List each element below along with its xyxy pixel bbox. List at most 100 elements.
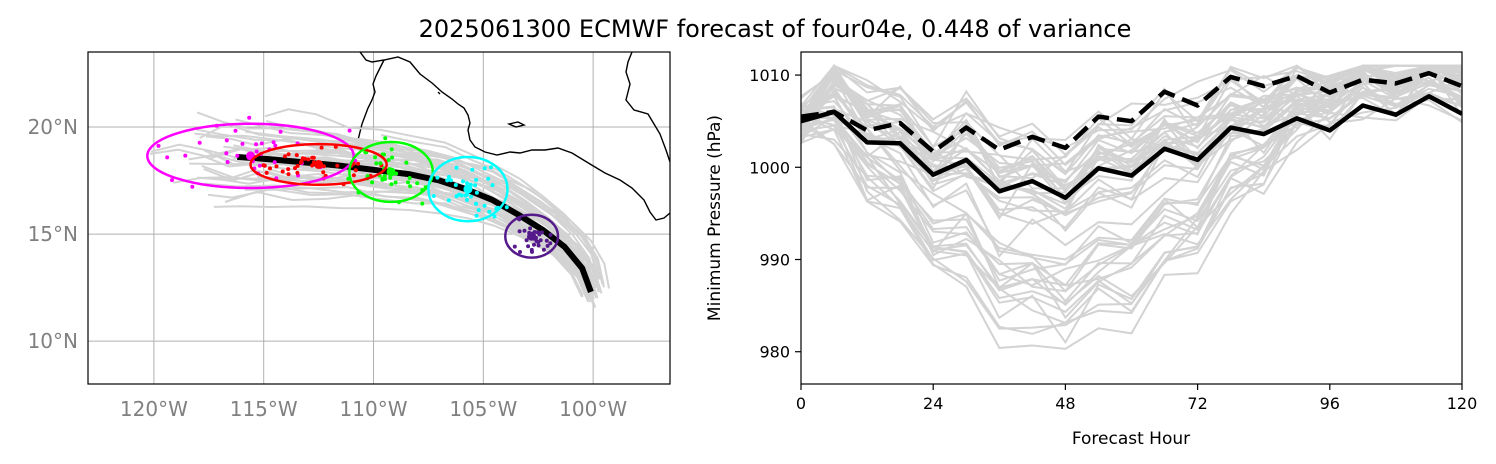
y-tick-label: 990 <box>759 251 790 270</box>
cluster-point <box>522 228 527 233</box>
map-gridlines <box>88 52 670 384</box>
ensemble-track <box>213 205 593 301</box>
cluster-point <box>446 198 451 203</box>
cluster-point <box>545 243 550 248</box>
cluster-point <box>319 145 324 150</box>
cluster-point <box>190 184 195 189</box>
cluster-point <box>268 166 272 171</box>
cluster-point <box>295 170 300 175</box>
figure-title: 2025061300 ECMWF forecast of four04e, 0.… <box>419 15 1132 43</box>
cluster-point <box>264 170 269 175</box>
map-lon-tick-label: 120°W <box>120 397 188 421</box>
cluster-point <box>408 184 413 189</box>
cluster-point <box>165 155 170 160</box>
map-tick-labels: 120°W 115°W 110°W 105°W 100°W 10°N 15°N 20°N <box>28 115 628 421</box>
cluster-point <box>454 165 459 170</box>
ensemble-track <box>398 148 610 289</box>
island-small <box>437 91 441 95</box>
ensemble-pressure-line <box>801 68 1462 217</box>
cluster-point <box>370 180 375 185</box>
cluster-point <box>541 247 546 252</box>
cluster-point <box>512 244 517 249</box>
cluster-point <box>286 172 291 177</box>
cluster-point <box>518 250 522 254</box>
cluster-point <box>300 156 305 161</box>
cluster-point <box>482 203 487 208</box>
cluster-point <box>386 158 391 162</box>
y-tick-label: 980 <box>759 343 790 362</box>
cluster-point <box>306 157 311 162</box>
x-tick-label: 48 <box>1055 394 1075 413</box>
cluster-point <box>474 201 478 206</box>
cluster-point <box>233 128 238 133</box>
cluster-point <box>469 194 474 199</box>
cluster-point <box>420 201 425 206</box>
ensemble-track <box>304 155 593 283</box>
cluster-point <box>535 230 540 235</box>
cluster-point <box>492 214 497 219</box>
cluster-point <box>474 177 479 182</box>
cluster-point <box>254 142 258 147</box>
cluster-point <box>459 193 464 198</box>
cluster-point <box>389 147 394 152</box>
cluster-point <box>259 141 264 146</box>
cluster-point <box>183 153 188 158</box>
cluster-point <box>448 178 453 183</box>
cluster-point <box>489 165 493 170</box>
cluster-points <box>156 115 553 254</box>
cluster-point <box>156 143 161 148</box>
cluster-point <box>465 198 469 202</box>
y-tick-label: 1000 <box>749 158 790 177</box>
pressure-panel: 0 24 48 72 96 120 980 990 1000 1010 Forecast Hour… <box>705 51 1477 449</box>
map-panel: 120°W 115°W 110°W 105°W 100°W 10°N 15°N 20°N <box>28 51 671 421</box>
cluster-point <box>298 160 303 165</box>
mean-pressure-solid-line <box>801 94 1462 200</box>
x-tick-label: 72 <box>1187 394 1207 413</box>
cluster-point <box>382 173 387 178</box>
pressure-frame <box>800 51 1463 385</box>
cluster-point <box>283 154 287 159</box>
ensemble-tracks <box>149 108 610 308</box>
cluster-point <box>224 151 229 156</box>
map-lat-tick-label: 15°N <box>28 222 78 246</box>
ensemble-pressure-line <box>801 86 1462 213</box>
cluster-point <box>273 143 278 148</box>
map-lon-tick-label: 115°W <box>230 397 298 421</box>
cluster-point <box>470 167 475 172</box>
cluster-point <box>225 160 230 164</box>
cluster-point <box>374 161 379 166</box>
ensemble-pressure-line <box>801 81 1462 292</box>
cluster-point <box>286 167 291 172</box>
pressure-ticks: 0 24 48 72 96 120 980 990 1000 1010 <box>749 66 1477 413</box>
cluster-point <box>482 166 487 171</box>
cluster-point <box>388 175 393 180</box>
cluster-point <box>294 153 299 158</box>
cluster-center-point <box>314 159 324 169</box>
map-lon-tick-label: 105°W <box>449 397 517 421</box>
cluster-point <box>487 209 492 214</box>
cluster-point <box>476 208 481 213</box>
cluster-point <box>390 155 395 160</box>
x-tick-label: 120 <box>1447 394 1478 413</box>
cluster-point <box>295 163 300 168</box>
cluster-point <box>373 155 378 160</box>
coastline-mexico <box>359 52 670 221</box>
x-tick-label: 0 <box>796 394 806 413</box>
x-axis-label: Forecast Hour <box>1072 429 1190 449</box>
cluster-point <box>528 226 533 231</box>
cluster-point <box>473 183 478 188</box>
cluster-center-point <box>527 231 537 241</box>
cluster-point <box>415 181 420 186</box>
cluster-point <box>517 229 522 234</box>
cluster-point <box>224 138 229 143</box>
cluster-point <box>474 213 479 218</box>
y-tick-label: 1010 <box>749 66 790 85</box>
cluster-point <box>235 153 240 158</box>
cluster-point <box>274 164 279 169</box>
x-tick-label: 96 <box>1320 394 1340 413</box>
cluster-point <box>280 169 285 174</box>
ensemble-pressure-line <box>801 64 1462 303</box>
cluster-point <box>351 173 356 178</box>
cluster-ellipse <box>348 140 435 204</box>
cluster-point <box>431 194 436 198</box>
